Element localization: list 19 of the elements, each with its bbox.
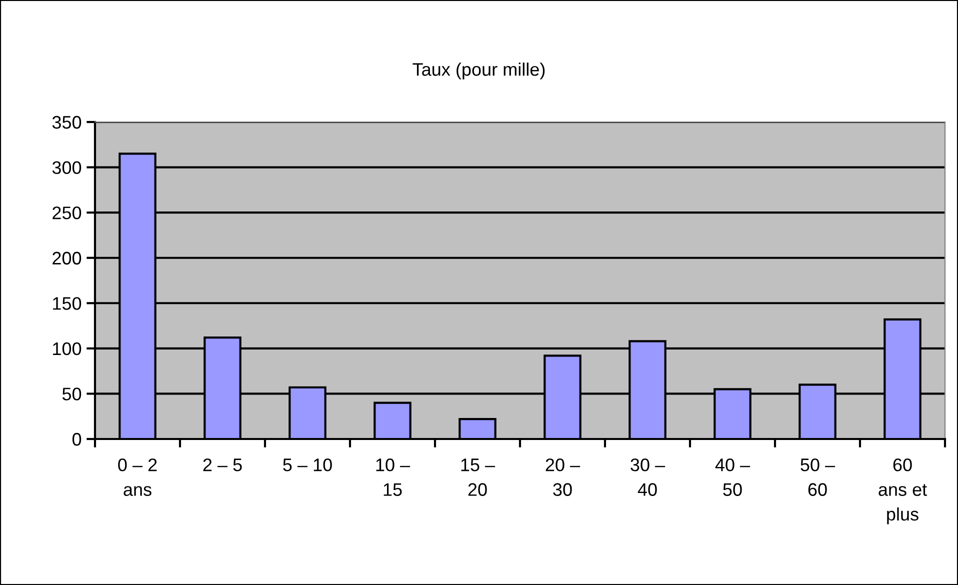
- y-tick-label: 200: [52, 252, 82, 265]
- x-tick-label: 20 – 30: [546, 458, 580, 496]
- x-tick-label: 40 – 50: [715, 458, 750, 496]
- x-tick-label: 50 – 60: [800, 458, 836, 496]
- x-tick-label: 2 – 5: [203, 458, 242, 472]
- y-tick-label: 250: [52, 206, 82, 220]
- x-tick-label: 10 – 15: [376, 458, 410, 496]
- x-tick-label: 0 – 2 ans: [118, 458, 157, 496]
- y-tick-label: 150: [53, 297, 82, 310]
- y-tick-label: 100: [53, 342, 82, 356]
- y-tick-label: 50: [62, 388, 82, 400]
- chart-title: Taux (pour mille): [412, 62, 545, 80]
- x-tick-label: 15 – 20: [461, 458, 496, 496]
- x-tick-label: 5 – 10: [283, 458, 332, 472]
- x-tick-label: 60 ans et plus: [878, 458, 927, 524]
- y-tick-label: 300: [52, 161, 82, 174]
- y-tick-label: 350: [52, 116, 82, 129]
- x-tick-label: 30 – 40: [630, 458, 666, 496]
- y-tick-label: 0: [72, 432, 82, 446]
